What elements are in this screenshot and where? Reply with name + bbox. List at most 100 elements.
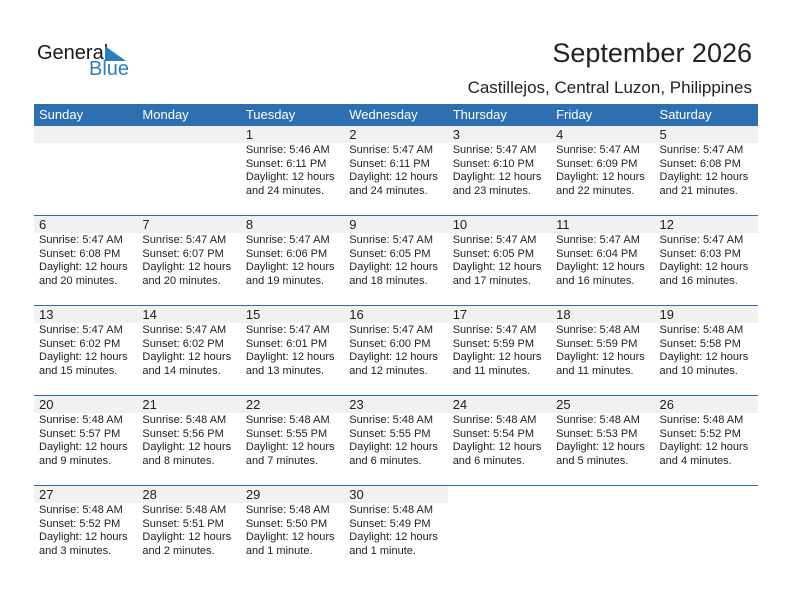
day-number: 14	[137, 306, 241, 323]
day-number: 5	[654, 126, 758, 143]
day-number: 20	[34, 396, 138, 413]
day-info: Sunrise: 5:47 AM Sunset: 6:08 PM Daylight:…	[34, 233, 137, 288]
sunrise-text: Sunrise: 5:47 AM	[142, 234, 227, 246]
day-cell: 22 Sunrise: 5:48 AM Sunset: 5:55 PM Dayligh…	[240, 396, 345, 486]
daylight-text: Daylight: 12 hours	[349, 171, 438, 183]
day-info: Sunrise: 5:48 AM Sunset: 5:50 PM Daylight:…	[241, 503, 344, 558]
minutes-text: and 4 minutes.	[659, 454, 732, 467]
day-number: 3	[447, 126, 552, 143]
day-number: 9	[344, 216, 448, 233]
minutes-text: and 21 minutes.	[659, 184, 738, 197]
sunset-text: Sunset: 6:05 PM	[452, 247, 535, 260]
sunset-text: Sunset: 6:02 PM	[142, 337, 224, 350]
day-info: Sunrise: 5:47 AM Sunset: 6:00 PM Daylight:…	[344, 323, 447, 378]
day-number: 11	[551, 216, 655, 233]
sunrise-text: Sunrise: 5:48 AM	[556, 324, 640, 336]
sunset-text: Sunset: 5:51 PM	[142, 517, 224, 530]
day-info: Sunrise: 5:48 AM Sunset: 5:55 PM Daylight:…	[241, 413, 344, 468]
sunset-text: Sunset: 6:07 PM	[142, 247, 224, 260]
minutes-text: and 8 minutes.	[142, 454, 215, 467]
day-number: 18	[551, 306, 655, 323]
day-cell: 25 Sunrise: 5:48 AM Sunset: 5:53 PM Dayligh…	[551, 396, 655, 486]
day-cell: 9 Sunrise: 5:47 AM Sunset: 6:05 PM Daylight…	[344, 216, 448, 306]
day-cell: 30 Sunrise: 5:48 AM Sunset: 5:49 PM Dayligh…	[344, 486, 448, 576]
daylight-text: Daylight: 12 hours	[556, 351, 645, 363]
daylight-text: Daylight: 12 hours	[659, 261, 749, 273]
sunrise-text: Sunrise: 5:47 AM	[349, 144, 434, 156]
empty-cell	[137, 126, 241, 216]
minutes-text: and 18 minutes.	[349, 274, 428, 287]
day-number: 12	[654, 216, 758, 233]
day-number: 30	[344, 486, 448, 503]
sunrise-text: Sunrise: 5:47 AM	[556, 144, 640, 156]
day-number: 22	[240, 396, 345, 413]
empty-cell	[655, 486, 758, 576]
sunset-text: Sunset: 6:11 PM	[349, 157, 430, 170]
daylight-text: Daylight: 12 hours	[659, 171, 749, 183]
minutes-text: and 20 minutes.	[39, 274, 118, 287]
day-cell: 5 Sunrise: 5:47 AM Sunset: 6:08 PM Daylight…	[654, 126, 758, 216]
minutes-text: and 11 minutes.	[452, 364, 531, 377]
day-info: Sunrise: 5:47 AM Sunset: 6:04 PM Daylight:…	[551, 233, 654, 288]
sunset-text: Sunset: 6:04 PM	[556, 247, 638, 260]
sunset-text: Sunset: 6:10 PM	[452, 157, 535, 170]
sunset-text: Sunset: 6:09 PM	[556, 157, 638, 170]
daylight-text: Daylight: 12 hours	[556, 441, 645, 453]
logo-triangle-icon	[105, 46, 126, 61]
day-info: Sunrise: 5:47 AM Sunset: 6:07 PM Daylight:…	[137, 233, 240, 288]
day-info: Sunrise: 5:47 AM Sunset: 6:05 PM Daylight:…	[344, 233, 447, 288]
sunrise-text: Sunrise: 5:48 AM	[659, 414, 744, 426]
minutes-text: and 1 minute.	[349, 544, 416, 557]
day-number: 8	[240, 216, 345, 233]
minutes-text: and 7 minutes.	[245, 454, 318, 467]
minutes-text: and 5 minutes.	[556, 454, 629, 467]
daylight-text: Daylight: 12 hours	[452, 171, 542, 183]
sunrise-text: Sunrise: 5:47 AM	[245, 234, 330, 246]
day-number: 13	[34, 306, 138, 323]
sunset-text: Sunset: 5:55 PM	[349, 427, 431, 440]
day-number: 25	[551, 396, 655, 413]
minutes-text: and 12 minutes.	[349, 364, 428, 377]
day-number: 16	[344, 306, 448, 323]
day-cell: 17 Sunrise: 5:47 AM Sunset: 5:59 PM Dayligh…	[447, 306, 552, 396]
sunset-text: Sunset: 6:08 PM	[39, 247, 121, 260]
minutes-text: and 10 minutes.	[659, 364, 738, 377]
minutes-text: and 2 minutes.	[142, 544, 215, 557]
day-info: Sunrise: 5:48 AM Sunset: 5:56 PM Daylight:…	[137, 413, 240, 468]
logo-text-general: General	[37, 42, 109, 64]
daylight-text: Daylight: 12 hours	[142, 441, 232, 453]
daylight-text: Daylight: 12 hours	[349, 351, 438, 363]
day-cell: 8 Sunrise: 5:47 AM Sunset: 6:06 PM Daylight…	[240, 216, 345, 306]
day-cell: 16 Sunrise: 5:47 AM Sunset: 6:00 PM Dayligh…	[344, 306, 448, 396]
daylight-text: Daylight: 12 hours	[39, 441, 128, 453]
empty-date-strip	[137, 126, 241, 143]
daylight-text: Daylight: 12 hours	[142, 261, 232, 273]
sunrise-text: Sunrise: 5:47 AM	[452, 234, 537, 246]
day-info: Sunrise: 5:47 AM Sunset: 6:05 PM Daylight:…	[448, 233, 551, 288]
day-info: Sunrise: 5:47 AM Sunset: 5:59 PM Daylight:…	[448, 323, 551, 378]
day-info: Sunrise: 5:47 AM Sunset: 6:08 PM Daylight:…	[655, 143, 758, 198]
sunrise-text: Sunrise: 5:48 AM	[245, 504, 330, 516]
sunset-text: Sunset: 6:02 PM	[39, 337, 121, 350]
week-row: 6 Sunrise: 5:47 AM Sunset: 6:08 PM Daylight…	[34, 215, 758, 306]
day-cell: 15 Sunrise: 5:47 AM Sunset: 6:01 PM Dayligh…	[240, 306, 345, 396]
week-row: 20 Sunrise: 5:48 AM Sunset: 5:57 PM Dayligh…	[34, 395, 758, 486]
day-number: 29	[240, 486, 345, 503]
sunset-text: Sunset: 6:00 PM	[349, 337, 431, 350]
day-info: Sunrise: 5:47 AM Sunset: 6:02 PM Daylight:…	[34, 323, 137, 378]
day-cell: 19 Sunrise: 5:48 AM Sunset: 5:58 PM Dayligh…	[654, 306, 758, 396]
daylight-text: Daylight: 12 hours	[349, 261, 438, 273]
day-number: 17	[447, 306, 552, 323]
day-cell: 6 Sunrise: 5:47 AM Sunset: 6:08 PM Daylight…	[34, 216, 138, 306]
daylight-text: Daylight: 12 hours	[452, 351, 542, 363]
sunset-text: Sunset: 5:54 PM	[452, 427, 535, 440]
day-info: Sunrise: 5:47 AM Sunset: 6:11 PM Daylight:…	[344, 143, 447, 198]
day-number: 26	[654, 396, 758, 413]
minutes-text: and 16 minutes.	[556, 274, 635, 287]
weekday-wednesday: Wednesday	[349, 107, 418, 122]
week-row: 13 Sunrise: 5:47 AM Sunset: 6:02 PM Dayligh…	[34, 305, 758, 396]
sunrise-text: Sunrise: 5:48 AM	[245, 414, 330, 426]
daylight-text: Daylight: 12 hours	[142, 531, 232, 543]
minutes-text: and 14 minutes.	[142, 364, 221, 377]
